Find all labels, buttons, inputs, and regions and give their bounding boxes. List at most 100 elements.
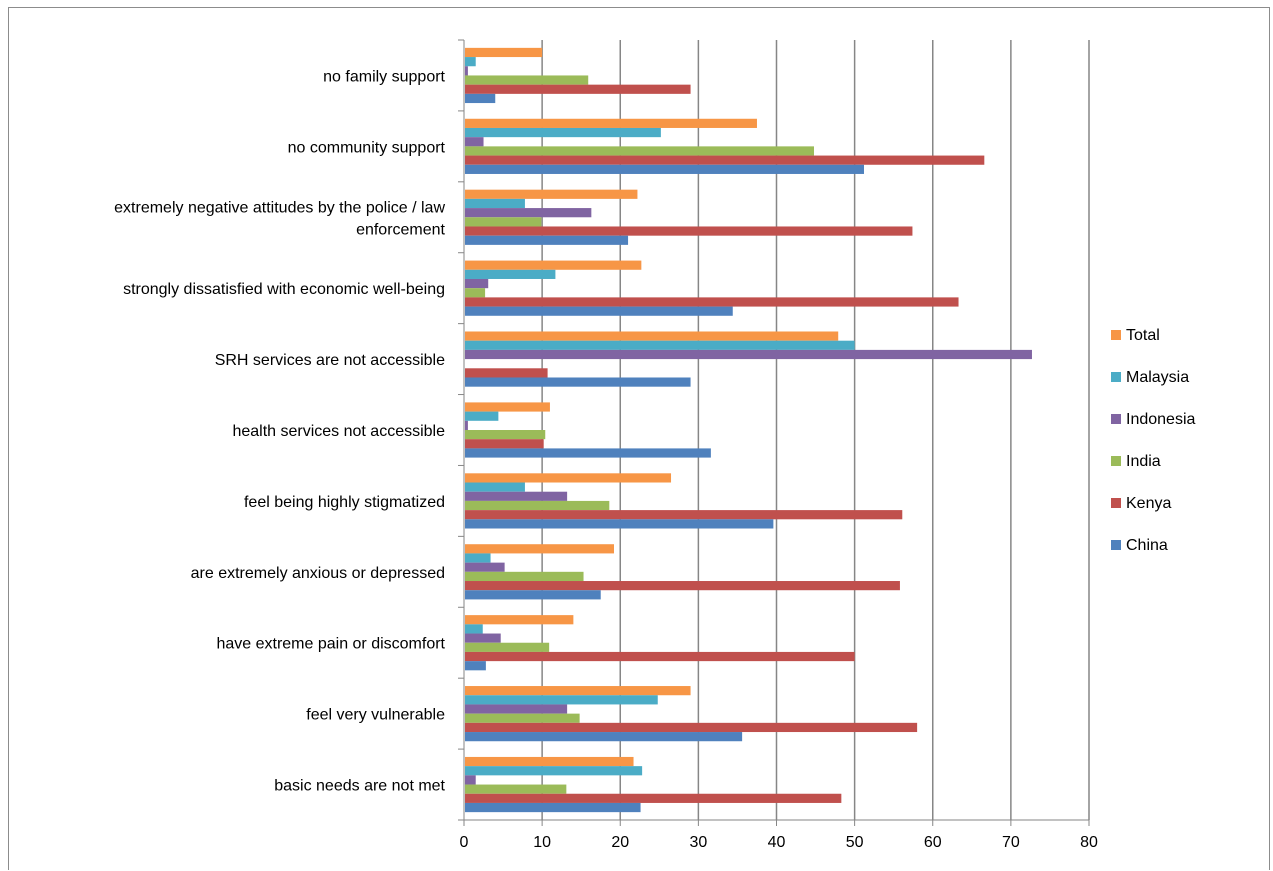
bar-india-6 [465, 500, 610, 511]
axes [458, 39, 1090, 826]
bar-india-10 [465, 784, 567, 794]
category-label: have extreme pain or discomfort [216, 636, 445, 653]
bar-total-10 [465, 756, 634, 767]
bar-total-5 [465, 402, 550, 412]
legend-swatch-malaysia [1111, 372, 1121, 382]
bar-malaysia-2 [465, 198, 525, 209]
category-label: basic needs are not met [274, 778, 445, 795]
bar-india-8 [465, 642, 550, 652]
bar-indonesia-8 [465, 633, 501, 643]
category-labels: no family support no community support ext… [114, 68, 445, 794]
legend-label-indonesia: Indonesia [1126, 411, 1195, 428]
bar-china-2 [465, 235, 629, 245]
bar-china-7 [465, 590, 601, 600]
x-tick-label: 20 [611, 834, 629, 851]
category-label: enforcement [356, 221, 445, 238]
bar-total-7 [465, 544, 614, 554]
bar-china-1 [465, 164, 864, 174]
bar-india-2 [465, 217, 542, 227]
legend-swatch-india [1111, 456, 1121, 466]
bar-india-1 [465, 146, 814, 156]
bar-kenya-2 [465, 226, 913, 236]
legend-swatch-kenya [1111, 498, 1121, 508]
bar-chart: no family support no community support ext… [114, 39, 1195, 851]
category-label: feel being highly stigmatized [244, 494, 445, 511]
bar-india-7 [465, 571, 584, 582]
bar-china-8 [465, 661, 486, 671]
bar-kenya-5 [465, 439, 544, 449]
bar-malaysia-9 [465, 695, 658, 705]
bar-kenya-7 [465, 581, 900, 591]
bar-kenya-3 [465, 297, 959, 307]
bar-malaysia-6 [465, 482, 525, 492]
bar-indonesia-0 [465, 66, 468, 76]
x-tick-label: 30 [689, 834, 707, 851]
bar-total-2 [465, 189, 638, 199]
bar-china-6 [465, 519, 774, 529]
legend-swatch-indonesia [1111, 414, 1121, 424]
bar-india-9 [465, 713, 580, 723]
bar-malaysia-4 [465, 340, 855, 350]
x-tick-labels: 0 10 20 30 40 50 60 70 80 [460, 834, 1098, 851]
bar-india-5 [465, 430, 546, 440]
bar-china-0 [465, 93, 496, 104]
bar-malaysia-5 [465, 411, 499, 421]
x-tick-label: 50 [846, 834, 864, 851]
bar-kenya-6 [465, 510, 903, 520]
legend-label-china: China [1126, 537, 1168, 554]
bar-kenya-9 [465, 722, 918, 733]
bar-kenya-8 [465, 651, 855, 662]
legend-label-malaysia: Malaysia [1126, 369, 1189, 386]
bar-china-10 [465, 802, 641, 813]
x-tick-label: 80 [1080, 834, 1098, 851]
bar-malaysia-0 [465, 57, 476, 67]
bar-total-3 [465, 260, 642, 270]
x-tick-label: 70 [1002, 834, 1020, 851]
bar-indonesia-1 [465, 137, 484, 147]
bar-china-4 [465, 377, 691, 387]
bar-indonesia-2 [465, 208, 592, 218]
bar-total-6 [465, 473, 672, 483]
bar-malaysia-7 [465, 553, 491, 563]
bar-total-9 [465, 686, 691, 696]
legend-swatch-total [1111, 330, 1121, 340]
bar-india-3 [465, 288, 486, 298]
bar-total-4 [465, 331, 839, 341]
category-label: strongly dissatisfied with economic well… [123, 281, 445, 298]
category-label: feel very vulnerable [306, 707, 445, 724]
bar-malaysia-1 [465, 127, 661, 138]
x-tick-label: 40 [768, 834, 786, 851]
bar-indonesia-6 [465, 491, 568, 501]
category-label: health services not accessible [232, 423, 445, 440]
x-tick-label: 10 [533, 834, 551, 851]
bar-indonesia-4 [465, 349, 1032, 360]
bar-malaysia-3 [465, 269, 556, 279]
category-label: no family support [323, 68, 445, 85]
category-label: no community support [288, 139, 446, 156]
bar-china-3 [465, 306, 733, 316]
bar-total-1 [465, 118, 757, 128]
bar-kenya-0 [465, 84, 691, 94]
legend-label-total: Total [1126, 327, 1160, 344]
bar-kenya-10 [465, 793, 842, 803]
bar-total-8 [465, 615, 574, 625]
x-tick-label: 0 [460, 834, 469, 851]
category-label: extremely negative attitudes by the poli… [114, 199, 445, 216]
bar-china-9 [465, 732, 743, 742]
bar-india-0 [465, 75, 589, 85]
bar-china-5 [465, 448, 711, 458]
bar-malaysia-8 [465, 624, 483, 634]
bar-indonesia-10 [465, 775, 476, 785]
chart-area: no family support no community support ext… [8, 7, 1270, 870]
x-tick-label: 60 [924, 834, 942, 851]
bar-kenya-1 [465, 155, 985, 165]
bar-indonesia-5 [465, 420, 468, 430]
legend-label-kenya: Kenya [1126, 495, 1171, 512]
bar-total-0 [465, 47, 543, 58]
legend-label-india: India [1126, 453, 1161, 470]
category-label: SRH services are not accessible [215, 352, 445, 369]
bars [465, 47, 1032, 813]
bar-indonesia-7 [465, 562, 505, 572]
legend-swatch-china [1111, 540, 1121, 550]
bar-malaysia-10 [465, 766, 643, 776]
